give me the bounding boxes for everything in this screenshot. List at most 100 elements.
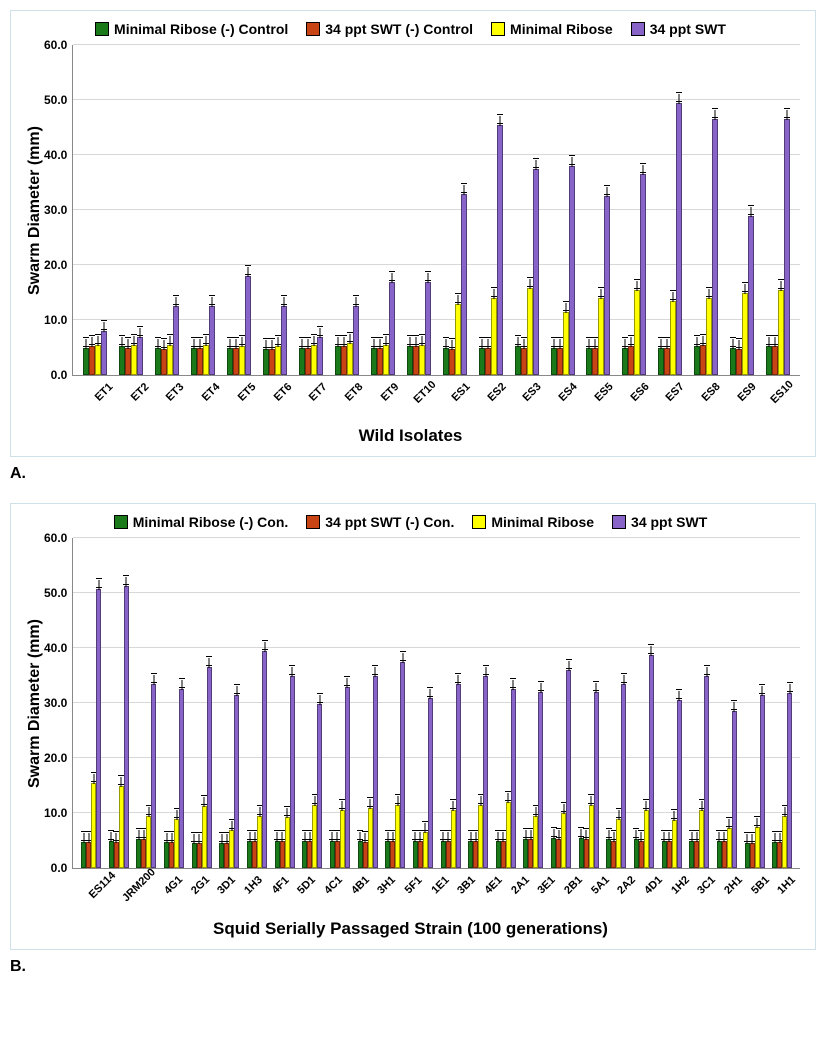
error-cap — [533, 167, 539, 168]
error-bar — [304, 832, 305, 842]
error-bar — [148, 807, 149, 817]
legend-item: 34 ppt SWT (-) Control — [306, 21, 473, 37]
error-cap — [604, 194, 610, 195]
legend: Minimal Ribose (-) Con.34 ppt SWT (-) Co… — [21, 514, 800, 530]
error-cap — [694, 335, 700, 336]
bar — [732, 711, 737, 868]
legend-label: 34 ppt SWT (-) Control — [325, 21, 473, 37]
y-axis: 60.050.040.030.020.010.00.0 — [44, 538, 72, 868]
bar — [497, 125, 503, 375]
error-bar — [343, 337, 344, 347]
error-bar — [661, 339, 662, 349]
error-cap — [784, 117, 790, 118]
x-labels: ES114JRM2004G12G13D11H34F15D14C14B13H15F… — [78, 873, 800, 901]
bar-group — [545, 166, 581, 375]
error-cap — [648, 653, 654, 654]
error-cap — [704, 665, 710, 666]
error-bar — [762, 686, 763, 696]
bar — [649, 655, 654, 868]
error-bar — [292, 667, 293, 677]
error-bar — [92, 337, 93, 347]
bar-group — [768, 693, 796, 868]
error-bar — [272, 340, 273, 350]
bar — [353, 306, 359, 375]
error-bar — [430, 689, 431, 699]
error-bar — [470, 832, 471, 842]
bar-group — [616, 174, 652, 375]
error-bar — [309, 832, 310, 842]
legend-swatch — [306, 515, 320, 529]
bar-group — [365, 282, 401, 376]
error-cap — [731, 709, 737, 710]
bar-group — [149, 306, 185, 375]
error-cap — [206, 656, 212, 657]
bar — [461, 194, 467, 376]
error-bar — [503, 832, 504, 842]
bar-group — [381, 662, 409, 868]
error-bar — [789, 684, 790, 694]
error-cap — [289, 674, 295, 675]
error-bar — [643, 165, 644, 175]
bar-group — [188, 667, 216, 868]
error-bar — [88, 833, 89, 843]
error-cap — [344, 676, 350, 677]
error-bar — [98, 336, 99, 346]
legend-label: 34 ppt SWT — [631, 514, 707, 530]
error-bar — [194, 834, 195, 844]
error-bar — [93, 774, 94, 784]
bar-group — [216, 695, 244, 868]
error-bar — [385, 336, 386, 346]
error-cap — [161, 338, 167, 339]
error-bar — [415, 832, 416, 842]
bar-group — [437, 194, 473, 376]
error-cap — [101, 320, 107, 321]
bar-group — [409, 698, 437, 869]
error-cap — [353, 304, 359, 305]
legend-label: 34 ppt SWT — [650, 21, 726, 37]
error-bar — [535, 160, 536, 170]
error-bar — [719, 832, 720, 842]
error-cap — [640, 172, 646, 173]
error-cap — [400, 651, 406, 652]
error-bar — [337, 337, 338, 347]
error-bar — [701, 801, 702, 811]
error-bar — [259, 807, 260, 817]
error-cap — [704, 674, 710, 675]
error-bar — [787, 110, 788, 120]
error-bar — [775, 337, 776, 347]
error-cap — [289, 665, 295, 666]
bar — [704, 676, 709, 869]
error-bar — [631, 337, 632, 347]
x-axis-label: Wild Isolates — [21, 426, 800, 446]
error-cap — [372, 674, 378, 675]
error-bar — [568, 661, 569, 671]
error-cap — [179, 687, 185, 688]
error-bar — [301, 339, 302, 349]
error-bar — [540, 683, 541, 693]
bar-group — [547, 670, 575, 868]
error-bar — [475, 832, 476, 842]
legend-item: 34 ppt SWT — [612, 514, 707, 530]
bar — [389, 282, 395, 376]
bar — [538, 692, 543, 868]
error-bar — [733, 339, 734, 349]
error-cap — [317, 702, 323, 703]
error-bar — [646, 801, 647, 811]
error-bar — [254, 832, 255, 842]
error-cap — [676, 101, 682, 102]
legend: Minimal Ribose (-) Control34 ppt SWT (-)… — [21, 21, 800, 37]
bar — [787, 693, 792, 868]
error-bar — [126, 577, 127, 587]
error-bar — [669, 832, 670, 842]
y-axis-label: Swarm Diameter (mm) — [21, 45, 44, 376]
error-bar — [739, 340, 740, 350]
error-bar — [673, 292, 674, 302]
error-cap — [604, 185, 610, 186]
chart-container: Minimal Ribose (-) Control34 ppt SWT (-)… — [10, 10, 816, 457]
error-cap — [759, 693, 765, 694]
error-cap — [179, 678, 185, 679]
error-bar — [480, 796, 481, 806]
error-cap — [173, 304, 179, 305]
error-bar — [607, 187, 608, 197]
bar — [425, 282, 431, 376]
